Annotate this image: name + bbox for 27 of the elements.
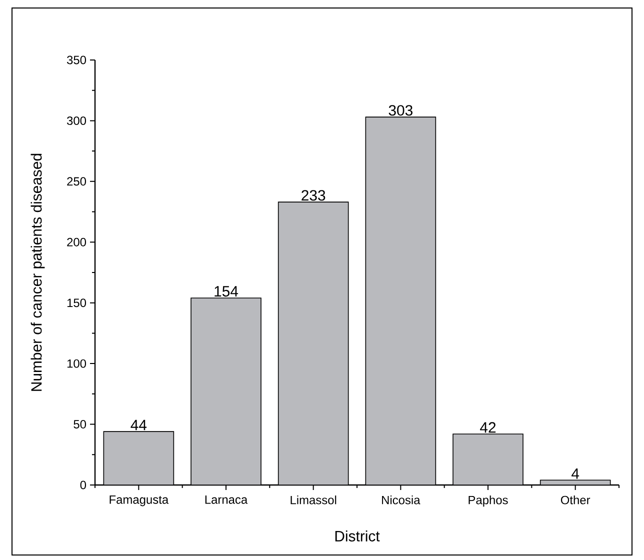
x-axis-title: District: [335, 530, 380, 542]
data-label: 4: [572, 468, 580, 479]
x-tick-label: Paphos: [468, 496, 508, 507]
bar: [365, 116, 436, 485]
data-label: 303: [388, 105, 412, 116]
bar: [190, 298, 262, 485]
y-tick-label: 350: [66, 56, 86, 64]
bar: [452, 434, 524, 485]
y-tick-label: 100: [67, 359, 86, 368]
x-tick-label: Larnaca: [205, 496, 248, 504]
x-tick-label: Limassol: [290, 496, 336, 504]
x-tick-label: Other: [560, 496, 590, 504]
y-tick-label: 150: [67, 298, 86, 308]
data-label: 233: [302, 190, 326, 201]
y-tick-label: 250: [67, 177, 86, 186]
y-axis-title: Number of cancer patients diseased: [30, 154, 45, 391]
y-tick-label: 200: [67, 238, 86, 246]
data-label: 42: [480, 422, 496, 433]
data-label: 44: [130, 420, 147, 430]
data-label: 154: [214, 286, 238, 297]
y-tick-label: 0: [80, 480, 86, 490]
y-tick-label: 50: [74, 420, 86, 428]
x-tick-label: Famagusta: [110, 496, 169, 506]
bar: [103, 431, 174, 485]
bar: [278, 202, 349, 485]
y-tick-label: 300: [66, 116, 86, 125]
x-tick-label: Nicosia: [382, 496, 420, 504]
